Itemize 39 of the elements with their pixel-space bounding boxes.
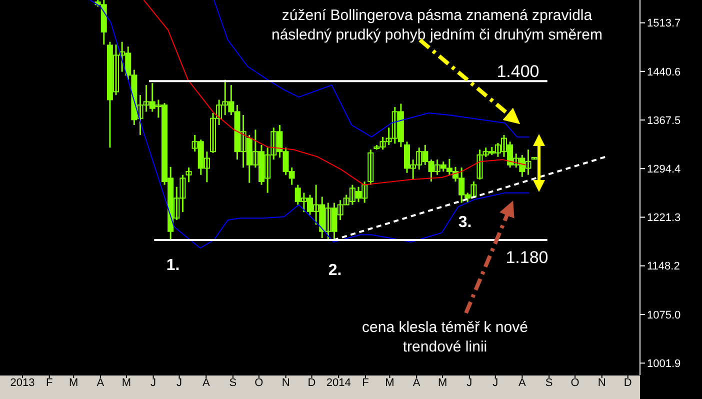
x-tick-label: N (282, 377, 290, 389)
x-tick-label: J (176, 377, 182, 389)
y-tick-label: 1440.6 (647, 66, 681, 78)
x-tick-label: F (46, 377, 53, 389)
annotation: cena klesla téměř k nové trendové linii (362, 319, 528, 356)
y-tick-label: 1001.9 (647, 358, 681, 370)
y-tick-label: 1367.5 (647, 114, 681, 127)
annotation: 3. (458, 214, 472, 231)
annotation: 1. (166, 257, 180, 274)
x-tick-label: J (150, 377, 156, 389)
annotation: 2. (328, 262, 342, 279)
x-tick-label: A (202, 377, 210, 389)
x-tick-label: O (570, 377, 580, 389)
x-tick-label: A (412, 377, 421, 389)
y-tick-label: 1513.7 (647, 18, 681, 30)
x-tick-label: J (492, 377, 498, 389)
annotation: zúžení Bollingerova pásma znamená zpravidla následný prudký pohyb jedním či druhým směrem (272, 7, 602, 44)
x-tick-label: D (308, 377, 316, 389)
annotation: 1.400 (496, 62, 540, 81)
x-tick-label: 2014 (326, 377, 351, 389)
x-tick-label: N (598, 377, 606, 389)
y-tick-label: 1221.3 (647, 212, 681, 224)
x-tick-label: F (362, 377, 370, 389)
x-tick-label: O (254, 377, 264, 389)
x-tick-label: S (545, 377, 553, 389)
x-tick-label: M (69, 377, 78, 389)
y-tick-label: 1294.4 (647, 164, 681, 176)
y-tick-label: 1148.2 (647, 260, 680, 273)
y-tick-label: 1075.0 (647, 309, 681, 322)
annotation: 1.180 (506, 248, 548, 267)
x-tick-label: S (229, 377, 237, 389)
x-tick-label: D (624, 377, 632, 389)
x-tick-label: A (518, 377, 527, 389)
x-tick-label: A (96, 377, 105, 389)
x-tick-label: M (385, 377, 394, 389)
x-tick-label: M (122, 377, 132, 389)
x-tick-label: J (466, 377, 472, 389)
x-tick-label: 2013 (10, 377, 35, 389)
x-tick-label: M (438, 377, 448, 389)
